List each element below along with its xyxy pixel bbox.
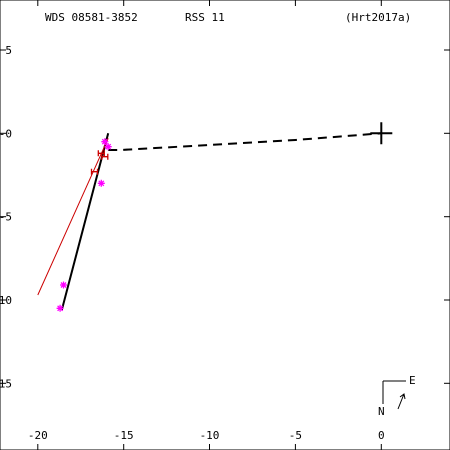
speckle-point	[60, 281, 67, 289]
measure-marker	[90, 168, 99, 175]
speckle-point	[101, 138, 109, 146]
y-tick-label: 5	[5, 44, 12, 57]
measure-marker	[97, 150, 105, 157]
measure-marker	[101, 153, 109, 160]
header-wds: WDS 08581-3852	[45, 11, 138, 24]
compass-north-label: N	[378, 405, 385, 418]
speckle-point	[56, 304, 64, 312]
header-rss: RSS 11	[185, 11, 225, 24]
primary-star-marker	[370, 122, 393, 145]
speckle-point	[104, 143, 112, 151]
x-tick-label: 0	[378, 429, 385, 442]
header-ref: (Hrt2017a)	[345, 11, 411, 24]
y-tick-label: -0	[0, 127, 12, 140]
reference-fit-line	[37, 138, 109, 296]
speckle-point	[97, 179, 105, 187]
compass-east-label: E	[409, 374, 416, 387]
line-of-nodes	[108, 132, 382, 151]
y-tick-label: -15	[0, 377, 12, 390]
compass: N E	[378, 374, 416, 418]
x-tick-label: -20	[28, 429, 48, 442]
y-tick-label: -5	[0, 211, 12, 224]
compass-motion-arrow-icon	[397, 393, 406, 410]
x-tick-label: -10	[200, 429, 220, 442]
x-tick-label: -5	[289, 429, 302, 442]
x-tick-label: -15	[114, 429, 134, 442]
orbit-line	[60, 133, 110, 311]
y-tick-label: -10	[0, 294, 12, 307]
